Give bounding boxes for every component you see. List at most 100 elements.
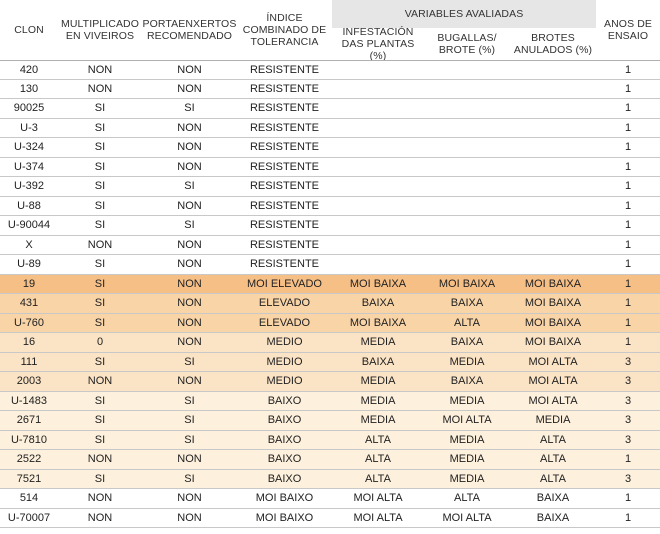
cell-multiplicado: NON	[87, 63, 113, 76]
cell-bugallas	[424, 255, 510, 274]
cell-anos: 1	[624, 453, 632, 466]
cell-infestacion: BAIXA	[361, 297, 395, 310]
cell-multiplicado: SI	[94, 414, 106, 427]
cell-anos: 1	[624, 180, 632, 193]
cell-indice: MOI BAIXO	[255, 511, 314, 524]
cell-anos: 1	[624, 199, 632, 212]
cell-clon: 111	[20, 355, 38, 368]
cell-clon: U-1483	[10, 394, 48, 407]
cell-bugallas	[424, 197, 510, 216]
table-row: 420 NON NON RESISTENTE 1	[0, 60, 660, 80]
cell-anos: 1	[624, 121, 632, 134]
cell-infestacion: MOI BAIXA	[349, 277, 407, 290]
cell-bugallas: MEDIA	[449, 433, 485, 446]
cell-portaenxertos: NON	[177, 258, 202, 271]
cell-infestacion: MOI ALTA	[353, 492, 403, 505]
cell-infestacion	[332, 177, 424, 196]
cell-multiplicado: SI	[94, 219, 106, 232]
header-variables-avaliadas: VARIABLES AVALIADAS	[332, 0, 596, 28]
cell-brotes: MOI ALTA	[528, 355, 578, 368]
table-row: 90025 SI SI RESISTENTE 1	[0, 99, 660, 119]
table-body: 420 NON NON RESISTENTE 1 130 NON NON RESISTENTE 1…	[0, 60, 660, 528]
cell-bugallas	[424, 119, 510, 138]
cell-clon: U-760	[14, 316, 44, 329]
cell-multiplicado: SI	[94, 472, 106, 485]
cell-brotes	[510, 177, 596, 196]
cell-indice: RESISTENTE	[249, 121, 320, 134]
header-multiplicado: MULTIPLICADO EN VIVEIROS	[60, 18, 140, 42]
cell-portaenxertos: NON	[177, 199, 202, 212]
header-indice: ÍNDICE COMBINADO DE TOLERANCIA	[242, 12, 327, 48]
cell-bugallas: BAIXA	[450, 375, 484, 388]
cell-clon: U-374	[14, 160, 44, 173]
cell-portaenxertos: NON	[177, 297, 202, 310]
table-row: 514 NON NON MOI BAIXO MOI ALTA ALTA BAIXA 1	[0, 489, 660, 509]
cell-brotes: MOI BAIXA	[524, 297, 582, 310]
cell-multiplicado: 0	[96, 336, 104, 349]
cell-brotes	[510, 158, 596, 177]
cell-infestacion: MOI ALTA	[353, 511, 403, 524]
cell-multiplicado: NON	[87, 82, 113, 95]
cell-brotes	[510, 255, 596, 274]
cell-portaenxertos: NON	[177, 160, 202, 173]
cell-clon: 431	[19, 297, 39, 310]
table-row: U-90044 SI SI RESISTENTE 1	[0, 216, 660, 236]
cell-bugallas: MEDIA	[449, 394, 485, 407]
cell-clon: U-90044	[7, 219, 51, 232]
cell-clon: 7521	[16, 472, 42, 485]
cell-portaenxertos: NON	[177, 238, 202, 251]
cell-multiplicado: SI	[94, 199, 106, 212]
cell-portaenxertos: SI	[184, 472, 195, 485]
cell-bugallas	[424, 236, 510, 255]
cell-bugallas	[424, 138, 510, 157]
table-row: U-89 SI NON RESISTENTE 1	[0, 255, 660, 275]
cell-brotes: MEDIA	[535, 414, 571, 427]
cell-anos: 1	[624, 82, 632, 95]
cell-multiplicado: SI	[94, 102, 106, 115]
table-row: U-760 SI NON ELEVADO MOI BAIXA ALTA MOI BAIXA 1	[0, 313, 660, 333]
cell-clon: 420	[19, 63, 39, 76]
cell-anos: 1	[624, 141, 632, 154]
table-row: 19 SI NON MOI ELEVADO MOI BAIXA MOI BAIXA MOI …	[0, 274, 660, 294]
cell-clon: U-3	[20, 121, 38, 134]
cell-clon: 130	[19, 82, 39, 95]
cell-brotes	[510, 236, 596, 255]
cell-clon: 2671	[16, 414, 42, 427]
cell-clon: 514	[19, 492, 39, 505]
cell-clon: U-392	[14, 180, 44, 193]
cell-indice: BAIXO	[267, 453, 302, 466]
cell-anos: 3	[624, 355, 632, 368]
cell-indice: RESISTENTE	[249, 82, 320, 95]
cell-indice: MEDIO	[266, 336, 303, 349]
cell-anos: 1	[624, 219, 632, 232]
cell-multiplicado: SI	[94, 160, 106, 173]
cell-indice: MEDIO	[266, 355, 303, 368]
cell-clon: U-89	[17, 258, 41, 271]
cell-clon: 90025	[13, 102, 45, 115]
header-clon: CLON	[14, 24, 44, 36]
cell-portaenxertos: NON	[177, 336, 202, 349]
cell-multiplicado: NON	[87, 453, 113, 466]
cell-anos: 3	[624, 414, 632, 427]
cell-portaenxertos: SI	[184, 180, 195, 193]
cell-portaenxertos: SI	[184, 102, 195, 115]
cell-multiplicado: SI	[94, 297, 106, 310]
cell-clon: X	[25, 238, 33, 251]
cell-bugallas	[424, 99, 510, 118]
cell-brotes: MOI BAIXA	[524, 277, 582, 290]
table-row: U-70007 NON NON MOI BAIXO MOI ALTA MOI ALTA BA…	[0, 508, 660, 528]
cell-brotes: ALTA	[540, 433, 566, 446]
cell-indice: MEDIO	[266, 375, 303, 388]
table-row: U-7810 SI SI BAIXO ALTA MEDIA ALTA 3	[0, 430, 660, 450]
cell-indice: RESISTENTE	[249, 219, 320, 232]
cell-multiplicado: SI	[94, 355, 106, 368]
table-row: 7521 SI SI BAIXO ALTA MEDIA ALTA 3	[0, 469, 660, 489]
cell-brotes: MOI ALTA	[528, 375, 578, 388]
cell-clon: 2522	[16, 453, 42, 466]
cell-bugallas: ALTA	[454, 492, 480, 505]
cell-indice: BAIXO	[267, 433, 302, 446]
cell-anos: 1	[624, 492, 632, 505]
table-row: U-392 SI SI RESISTENTE 1	[0, 177, 660, 197]
cell-portaenxertos: NON	[177, 121, 202, 134]
cell-portaenxertos: NON	[177, 375, 202, 388]
